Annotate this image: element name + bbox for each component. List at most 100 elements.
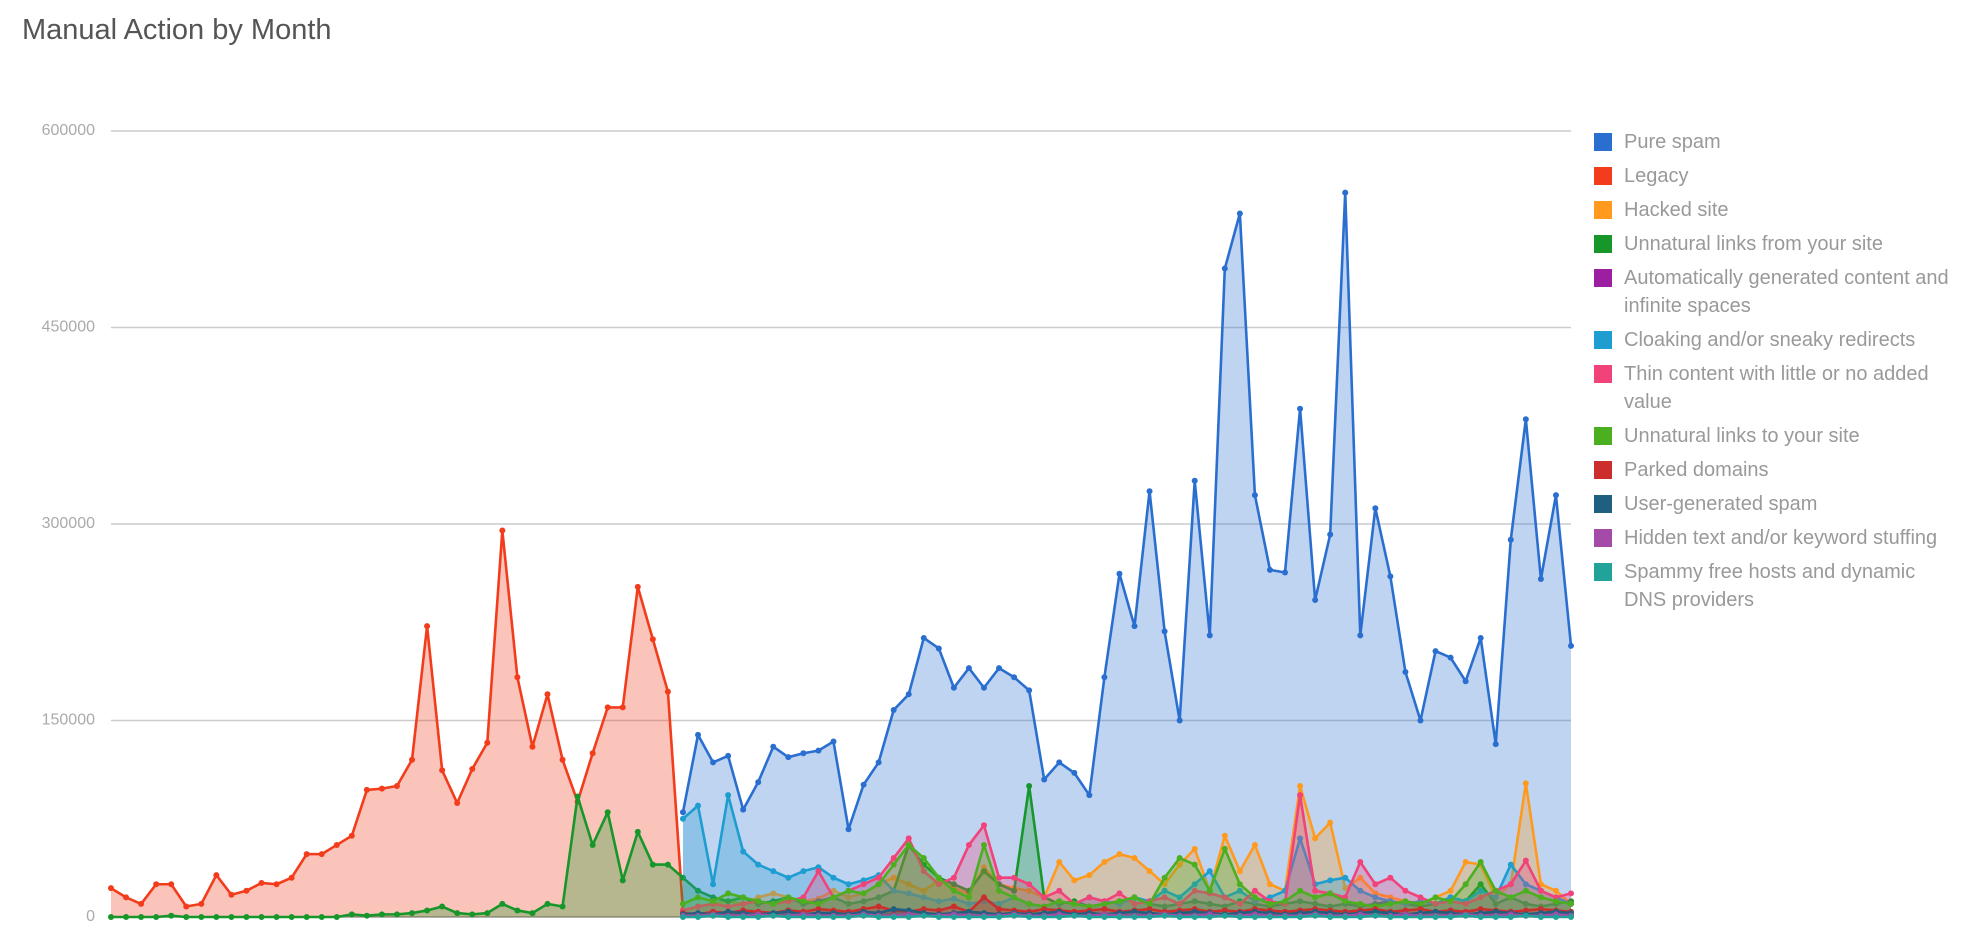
data-point xyxy=(950,684,957,691)
data-point xyxy=(424,623,431,630)
data-point xyxy=(123,914,130,920)
data-point xyxy=(1312,894,1319,901)
data-point xyxy=(378,785,385,792)
data-point xyxy=(1146,914,1153,920)
data-point xyxy=(243,914,250,920)
data-point xyxy=(1357,914,1364,920)
data-point xyxy=(920,894,927,901)
data-point xyxy=(950,881,957,888)
data-point xyxy=(1462,881,1469,888)
data-point xyxy=(770,900,777,907)
data-point xyxy=(860,890,867,897)
data-point xyxy=(619,877,626,884)
data-point xyxy=(679,900,686,907)
data-point xyxy=(1387,900,1394,907)
data-point xyxy=(1086,792,1093,799)
data-point xyxy=(770,868,777,875)
data-point xyxy=(288,874,295,881)
data-point xyxy=(228,914,235,920)
data-point xyxy=(183,903,190,910)
data-point xyxy=(1462,900,1469,907)
series-area xyxy=(682,795,1571,917)
data-point xyxy=(920,855,927,862)
data-point xyxy=(303,914,310,920)
data-point xyxy=(439,767,446,774)
legend-item: Unnatural links from your site xyxy=(1594,230,1964,258)
data-point xyxy=(905,890,912,897)
data-point xyxy=(1552,887,1559,894)
data-point xyxy=(1116,570,1123,577)
data-point xyxy=(1056,858,1063,865)
legend-swatch xyxy=(1594,167,1612,185)
data-point xyxy=(243,887,250,894)
data-point xyxy=(1041,776,1048,783)
data-point xyxy=(1131,855,1138,862)
data-point xyxy=(1357,900,1364,907)
data-point xyxy=(499,900,506,907)
data-point xyxy=(920,912,927,919)
data-point xyxy=(529,743,536,750)
data-point xyxy=(1492,887,1499,894)
legend-item: Thin content with little or no added val… xyxy=(1594,360,1964,416)
chart-title: Manual Action by Month xyxy=(22,14,332,46)
data-point xyxy=(890,906,897,913)
data-point xyxy=(800,868,807,875)
data-point xyxy=(138,900,145,907)
data-point xyxy=(980,894,987,901)
data-point xyxy=(1522,780,1529,787)
data-point xyxy=(1191,887,1198,894)
data-point xyxy=(393,911,400,918)
data-point xyxy=(1297,914,1304,920)
data-point xyxy=(1552,898,1559,905)
data-point xyxy=(1041,914,1048,920)
data-point xyxy=(996,900,1003,907)
data-point xyxy=(348,832,355,839)
data-point xyxy=(1101,674,1108,681)
data-point xyxy=(1101,906,1108,913)
data-point xyxy=(1191,898,1198,905)
legend-item: Hacked site xyxy=(1594,196,1964,224)
data-point xyxy=(1266,881,1273,888)
data-point xyxy=(935,898,942,905)
data-point xyxy=(1206,914,1213,920)
data-point xyxy=(860,781,867,788)
data-point xyxy=(740,900,747,907)
data-point xyxy=(1492,894,1499,901)
data-point xyxy=(1372,505,1379,512)
data-point xyxy=(108,885,114,892)
data-point xyxy=(1477,858,1484,865)
data-point xyxy=(1161,894,1168,901)
data-point xyxy=(333,914,340,920)
data-point xyxy=(1477,881,1484,888)
data-point xyxy=(1266,914,1273,920)
legend-swatch xyxy=(1594,563,1612,581)
data-point xyxy=(935,914,942,920)
data-point xyxy=(860,881,867,888)
data-point xyxy=(1071,769,1078,776)
data-point xyxy=(905,841,912,848)
data-point xyxy=(1282,898,1289,905)
data-point xyxy=(1176,861,1183,868)
data-point xyxy=(890,887,897,894)
legend-swatch xyxy=(1594,365,1612,383)
data-point xyxy=(1568,900,1574,907)
legend-label: Hacked site xyxy=(1624,199,1729,221)
data-point xyxy=(1026,687,1033,694)
data-point xyxy=(875,759,882,766)
data-point xyxy=(1131,894,1138,901)
data-point xyxy=(1191,861,1198,868)
legend-item: Legacy xyxy=(1594,162,1964,190)
data-point xyxy=(830,874,837,881)
data-point xyxy=(679,874,686,881)
data-point xyxy=(1507,881,1514,888)
data-point xyxy=(679,914,686,920)
data-point xyxy=(890,874,897,881)
legend-swatch xyxy=(1594,201,1612,219)
data-point xyxy=(935,881,942,888)
data-point xyxy=(1116,851,1123,858)
data-point xyxy=(1552,914,1559,920)
data-point xyxy=(1161,912,1168,919)
data-point xyxy=(845,894,852,901)
data-point xyxy=(409,910,416,917)
data-point xyxy=(544,900,551,907)
